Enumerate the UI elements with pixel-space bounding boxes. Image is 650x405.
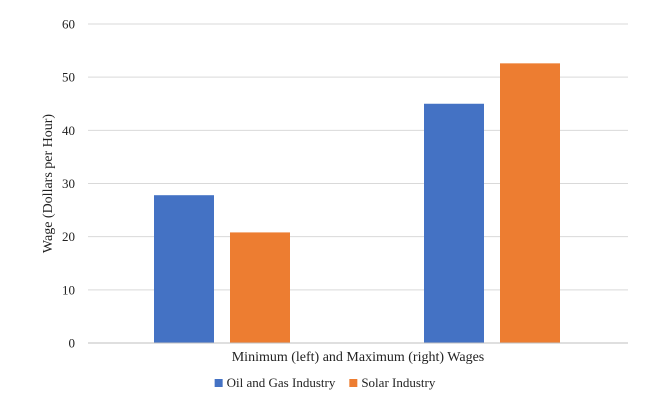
y-axis-title: Wage (Dollars per Hour) — [41, 114, 56, 254]
y-tick-label: 40 — [62, 123, 75, 138]
bar-solar-industry-1 — [230, 232, 290, 343]
legend: Oil and Gas Industry Solar Industry — [214, 375, 436, 390]
bar-oil-and-gas-industry-2 — [424, 103, 484, 343]
legend-swatch — [214, 379, 223, 387]
legend-item: Solar Industry — [349, 375, 436, 390]
y-tick-label: 0 — [69, 336, 76, 351]
legend-swatch — [349, 379, 358, 387]
y-tick-label: 20 — [62, 229, 75, 244]
y-tick-label: 60 — [62, 17, 75, 32]
bar-solar-industry-2 — [500, 63, 560, 344]
y-tick-labels: 0 10 20 30 40 50 60 — [62, 17, 75, 351]
y-tick-label: 50 — [62, 70, 75, 85]
legend-label: Solar Industry — [361, 375, 436, 390]
bars — [154, 63, 560, 344]
y-tick-label: 10 — [62, 282, 75, 297]
x-axis-title: Minimum (left) and Maximum (right) Wages — [232, 350, 485, 365]
legend-item: Oil and Gas Industry — [214, 375, 336, 390]
y-tick-label: 30 — [62, 176, 75, 191]
bar-oil-and-gas-industry-1 — [154, 195, 214, 343]
legend-label: Oil and Gas Industry — [227, 375, 336, 390]
